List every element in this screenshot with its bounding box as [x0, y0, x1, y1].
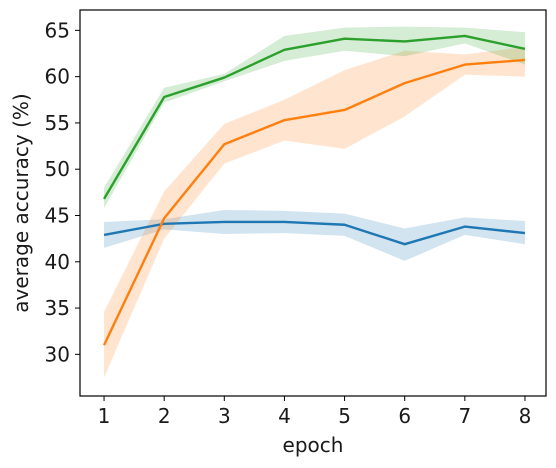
x-tick-label: 1 — [98, 404, 111, 428]
line-series-2 — [102, 58, 526, 346]
y-tick-label: 35 — [45, 296, 70, 320]
x-tick-label: 5 — [338, 404, 351, 428]
y-tick-label: 60 — [45, 65, 70, 89]
confidence-bands — [104, 26, 525, 378]
y-tick-label: 40 — [45, 250, 70, 274]
y-tick-label: 30 — [45, 342, 70, 366]
band-series-3 — [104, 26, 525, 209]
y-tick-label: 45 — [45, 203, 70, 227]
line-series-1 — [103, 220, 526, 246]
y-axis-label: average accuracy (%) — [9, 93, 33, 312]
x-axis-ticks: 1 2 3 4 5 6 7 8 — [98, 396, 532, 428]
x-tick-label: 4 — [278, 404, 291, 428]
x-tick-label: 6 — [398, 404, 411, 428]
x-tick-label: 2 — [158, 404, 171, 428]
x-tick-label: 7 — [458, 404, 471, 428]
y-tick-label: 50 — [45, 157, 70, 181]
plot-frame — [79, 9, 547, 397]
x-tick-label: 8 — [519, 404, 532, 428]
line-series-3 — [103, 34, 526, 200]
x-tick-label: 3 — [218, 404, 231, 428]
x-axis-label: epoch — [283, 433, 344, 457]
series-lines — [102, 34, 526, 346]
band-series-2 — [104, 47, 525, 378]
y-tick-label: 65 — [45, 18, 70, 42]
y-tick-label: 55 — [45, 111, 70, 135]
y-axis-ticks: 30 35 40 45 50 55 60 65 — [45, 18, 80, 366]
